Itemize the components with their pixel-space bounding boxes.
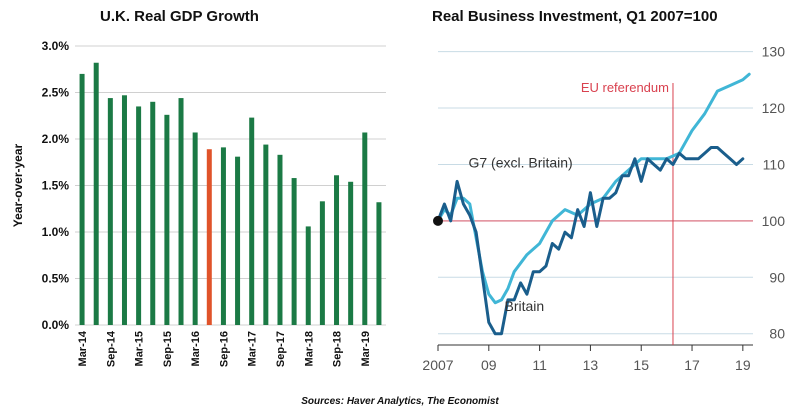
start-point-marker (433, 215, 443, 226)
x-tick-label: 15 (633, 357, 649, 373)
investment-line-chart: 80 90 100 110 120 130 2007 09 11 13 15 17 19 EU refer… (422, 44, 786, 373)
eu-referendum-label: EU referendum (581, 80, 669, 95)
x-tick-label: Mar-15 (134, 331, 146, 366)
y-tick-label: 3.0% (42, 39, 70, 53)
bar-Sep-14 (107, 98, 113, 325)
y-tick-label: 0.5% (42, 272, 70, 286)
x-tick-label: Mar-19 (360, 331, 372, 366)
x-tick-label: Sep-14 (105, 330, 117, 367)
bar-Dec-14 (121, 95, 127, 325)
x-tick-label: Sep-18 (332, 331, 344, 367)
x-tick-label: Mar-17 (247, 331, 259, 366)
investment-chart-title: Real Business Investment, Q1 2007=100 (432, 8, 718, 25)
y-tick-label: 80 (769, 326, 785, 342)
y-tick-label: 90 (769, 269, 785, 285)
y-tick-label: 120 (762, 100, 786, 116)
bar-Sep-17 (277, 154, 283, 325)
bar-Sep-16 (220, 147, 226, 325)
bar-Mar-19 (362, 132, 368, 325)
series-line-britain (436, 146, 745, 336)
y-tick-label: 1.0% (42, 225, 70, 239)
x-tick-label: 17 (684, 357, 700, 373)
bar-Mar-17 (249, 117, 255, 325)
y-tick-label: 0.0% (42, 318, 70, 332)
series-label-britain: Britain (505, 298, 545, 314)
investment-panel: Real Business Investment, Q1 2007=100 80… (400, 0, 800, 395)
bar-Sep-18 (334, 175, 340, 325)
x-tick-label: Sep-15 (162, 331, 174, 367)
bar-Jun-19 (376, 202, 382, 325)
y-tick-label: 130 (762, 44, 786, 60)
y-axis-label: Year-over-year (11, 143, 25, 227)
gdp-chart-title: U.K. Real GDP Growth (100, 8, 259, 25)
x-tick-label: Sep-17 (275, 331, 287, 367)
source-note: Sources: Haver Analytics, The Economist (301, 396, 499, 407)
y-tick-label: 110 (763, 156, 786, 172)
bar-Mar-15 (136, 106, 142, 325)
x-tick-label: 13 (583, 357, 599, 373)
x-tick-label: 11 (532, 357, 547, 373)
y-tick-label: 2.5% (42, 86, 70, 100)
series-line-g7 (436, 72, 751, 305)
series-label-g7: G7 (excl. Britain) (468, 154, 572, 170)
x-tick-label: Mar-18 (303, 331, 315, 366)
bar-Dec-15 (178, 98, 184, 325)
x-tick-label: Mar-16 (190, 331, 202, 366)
bar-Jun-14 (93, 62, 99, 326)
bar-Jun-15 (150, 101, 156, 325)
gdp-bar-chart: 0.0% 0.5% 1.0% 1.5% 2.0% 2.5% 3.0% Year-over-ye… (11, 39, 386, 367)
bar-Mar-18 (305, 226, 311, 325)
bar-Jun-16 (206, 149, 212, 325)
bar-Jun-18 (319, 201, 325, 325)
bar-Jun-17 (263, 144, 269, 325)
bar-Sep-15 (164, 114, 170, 325)
bar-Dec-16 (235, 156, 241, 325)
bar-Mar-16 (192, 132, 198, 325)
y-tick-label: 100 (762, 213, 786, 229)
x-tick-label: 09 (481, 357, 497, 373)
bar-Dec-18 (348, 181, 354, 325)
bar-Mar-14 (79, 73, 85, 326)
x-tick-label: 19 (735, 357, 751, 373)
gdp-growth-panel: U.K. Real GDP Growth 0.0% 0.5% 1.0% 1.5% 2.0… (0, 0, 400, 395)
y-tick-label: 1.5% (42, 179, 70, 193)
y-tick-label: 2.0% (42, 132, 70, 146)
bar-Dec-17 (291, 178, 297, 325)
x-tick-label: Mar-14 (77, 330, 89, 366)
x-tick-label: Sep-16 (218, 331, 230, 367)
x-tick-label: 2007 (422, 357, 453, 373)
